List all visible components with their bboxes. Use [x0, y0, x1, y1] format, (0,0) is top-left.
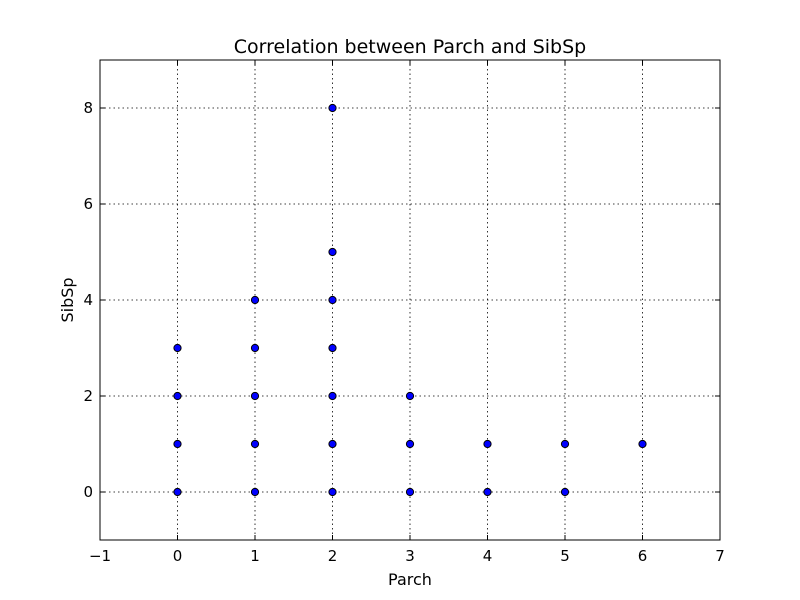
data-point	[173, 439, 182, 449]
data-point	[328, 247, 337, 257]
data-point	[250, 487, 260, 497]
data-point	[405, 391, 415, 401]
y-axis-label: SibSp	[58, 277, 77, 322]
data-point	[328, 343, 337, 353]
grid-lines	[100, 60, 720, 540]
data-point	[483, 439, 492, 449]
data-point	[250, 439, 260, 449]
data-point	[560, 439, 570, 449]
y-tick-label: 0	[83, 483, 93, 501]
y-axis-ticks: 0 2 4 6 8	[83, 99, 720, 501]
data-point	[328, 391, 337, 401]
x-tick-label: 4	[483, 547, 493, 565]
data-points	[173, 103, 647, 497]
data-point	[638, 439, 647, 449]
data-point	[328, 295, 337, 305]
x-tick-label: 2	[328, 547, 338, 565]
data-point	[250, 391, 260, 401]
x-tick-label: 7	[715, 547, 725, 565]
x-tick-label: 3	[405, 547, 415, 565]
x-tick-label: 5	[560, 547, 570, 565]
data-point	[328, 439, 337, 449]
y-tick-label: 6	[83, 195, 93, 213]
x-tick-label: 6	[638, 547, 648, 565]
x-axis-ticks: −1 0 1 2 3 4 5 6 7	[89, 60, 725, 565]
data-point	[560, 487, 570, 497]
data-point	[173, 391, 182, 401]
data-point	[250, 343, 260, 353]
y-tick-label: 2	[83, 387, 93, 405]
x-tick-label: 1	[250, 547, 260, 565]
x-axis-label: Parch	[388, 570, 432, 589]
data-point	[405, 439, 415, 449]
data-point	[250, 295, 260, 305]
x-tick-label: 0	[173, 547, 183, 565]
x-tick-label: −1	[89, 547, 111, 565]
data-point	[405, 487, 415, 497]
data-point	[173, 343, 182, 353]
chart-title: Correlation between Parch and SibSp	[234, 36, 586, 58]
data-point	[173, 487, 182, 497]
data-point	[483, 487, 492, 497]
y-tick-label: 8	[83, 99, 93, 117]
data-point	[328, 103, 337, 113]
data-point	[328, 487, 337, 497]
y-tick-label: 4	[83, 291, 93, 309]
